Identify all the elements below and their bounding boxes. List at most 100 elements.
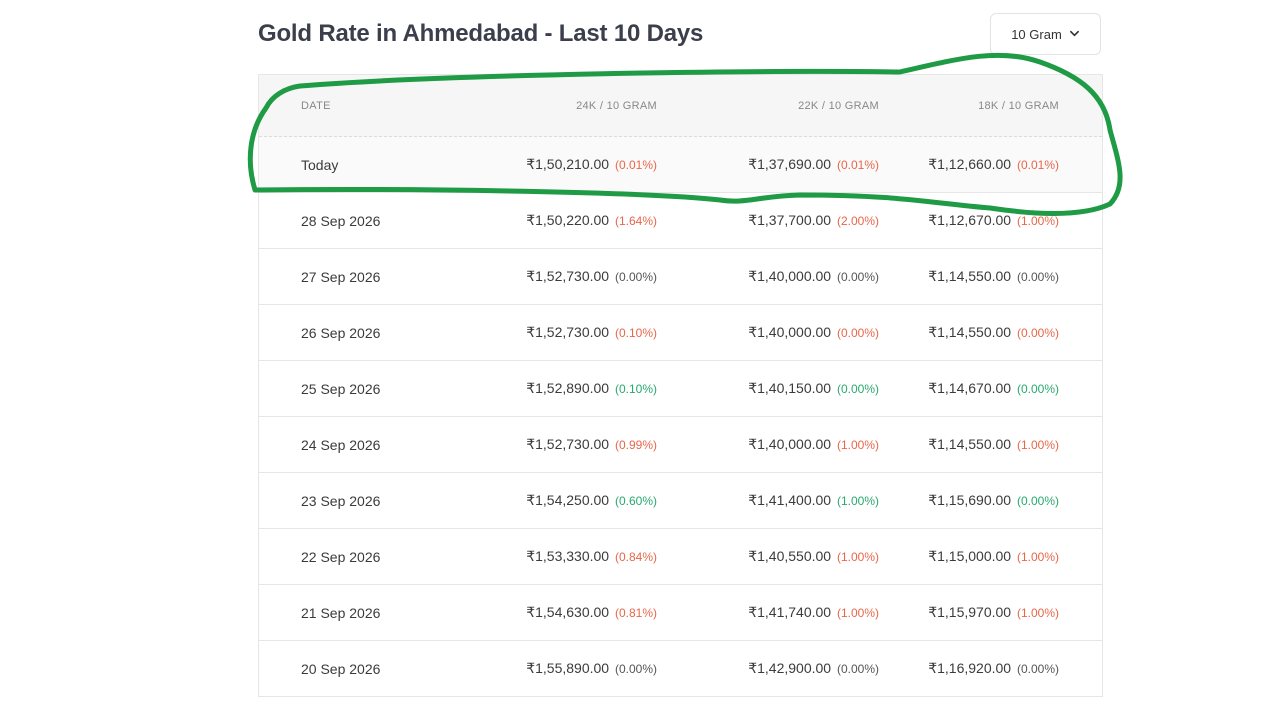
price-cell-24k: ₹1,50,220.00 (1.64%) [481, 212, 657, 229]
date-cell: 22 Sep 2026 [301, 548, 381, 565]
price-change: (0.99%) [614, 438, 657, 452]
price-change: (1.00%) [836, 438, 879, 452]
date-cell: Today [301, 156, 339, 173]
price-change: (0.81%) [614, 606, 657, 620]
price-change: (0.00%) [1016, 270, 1059, 284]
unit-dropdown-value: 10 Gram [1011, 26, 1062, 42]
price-value: ₹1,12,660.00 [928, 156, 1012, 172]
price-cell-18k: ₹1,14,550.00 (0.00%) [879, 324, 1059, 341]
page-title: Gold Rate in Ahmedabad - Last 10 Days [258, 20, 704, 47]
table-row: 21 Sep 2026 ₹1,54,630.00 (0.81%) ₹1,41,740… [259, 585, 1102, 641]
price-value: ₹1,15,970.00 [928, 604, 1012, 620]
price-change: (0.10%) [614, 326, 657, 340]
price-change: (2.00%) [836, 214, 879, 228]
price-cell-22k: ₹1,41,740.00 (1.00%) [657, 604, 879, 621]
price-value: ₹1,15,690.00 [928, 492, 1012, 508]
price-change: (0.84%) [614, 550, 657, 564]
price-cell-18k: ₹1,16,920.00 (0.00%) [879, 660, 1059, 677]
price-value: ₹1,12,670.00 [928, 212, 1012, 228]
price-cell-18k: ₹1,14,670.00 (0.00%) [879, 380, 1059, 397]
price-cell-22k: ₹1,40,000.00 (0.00%) [657, 324, 879, 341]
table-row: 25 Sep 2026 ₹1,52,890.00 (0.10%) ₹1,40,150… [259, 361, 1102, 417]
price-cell-24k: ₹1,55,890.00 (0.00%) [481, 660, 657, 677]
header-24k: 24K / 10 GRAM [576, 99, 657, 112]
price-cell-22k: ₹1,41,400.00 (1.00%) [657, 492, 879, 509]
price-change: (1.00%) [1016, 214, 1059, 228]
gold-rate-table: DATE 24K / 10 GRAM 22K / 10 GRAM 18K / 1… [258, 74, 1103, 697]
price-value: ₹1,52,730.00 [526, 268, 610, 284]
price-cell-24k: ₹1,53,330.00 (0.84%) [481, 548, 657, 565]
price-cell-24k: ₹1,54,250.00 (0.60%) [481, 492, 657, 509]
price-value: ₹1,14,670.00 [928, 380, 1012, 396]
price-cell-22k: ₹1,37,690.00 (0.01%) [657, 156, 879, 173]
price-cell-22k: ₹1,40,000.00 (1.00%) [657, 436, 879, 453]
price-cell-18k: ₹1,15,690.00 (0.00%) [879, 492, 1059, 509]
price-change: (0.00%) [1016, 382, 1059, 396]
price-value: ₹1,41,740.00 [748, 604, 832, 620]
price-cell-22k: ₹1,40,150.00 (0.00%) [657, 380, 879, 397]
price-value: ₹1,40,550.00 [748, 548, 832, 564]
price-change: (0.00%) [614, 662, 657, 676]
price-change: (0.60%) [614, 494, 657, 508]
price-change: (0.00%) [836, 270, 879, 284]
price-value: ₹1,16,920.00 [928, 660, 1012, 676]
date-cell: 28 Sep 2026 [301, 212, 381, 229]
price-change: (0.00%) [614, 270, 657, 284]
price-cell-18k: ₹1,15,000.00 (1.00%) [879, 548, 1059, 565]
date-cell: 21 Sep 2026 [301, 604, 381, 621]
date-cell: 25 Sep 2026 [301, 380, 381, 397]
price-change: (0.00%) [836, 662, 879, 676]
price-change: (1.00%) [1016, 438, 1059, 452]
table-row: Today ₹1,50,210.00 (0.01%) ₹1,37,690.00 (0… [259, 137, 1102, 193]
price-cell-18k: ₹1,14,550.00 (1.00%) [879, 436, 1059, 453]
price-cell-18k: ₹1,12,670.00 (1.00%) [879, 212, 1059, 229]
price-cell-24k: ₹1,52,730.00 (0.99%) [481, 436, 657, 453]
header-22k: 22K / 10 GRAM [798, 99, 879, 112]
price-value: ₹1,15,000.00 [928, 548, 1012, 564]
unit-dropdown[interactable]: 10 Gram [990, 13, 1101, 55]
price-cell-22k: ₹1,40,000.00 (0.00%) [657, 268, 879, 285]
price-value: ₹1,54,250.00 [526, 492, 610, 508]
date-cell: 23 Sep 2026 [301, 492, 381, 509]
price-value: ₹1,37,700.00 [748, 212, 832, 228]
price-change: (0.00%) [836, 382, 879, 396]
table-row: 28 Sep 2026 ₹1,50,220.00 (1.64%) ₹1,37,700… [259, 193, 1102, 249]
price-cell-24k: ₹1,52,730.00 (0.10%) [481, 324, 657, 341]
price-change: (0.01%) [1016, 158, 1059, 172]
table-row: 20 Sep 2026 ₹1,55,890.00 (0.00%) ₹1,42,900… [259, 641, 1102, 697]
price-value: ₹1,40,000.00 [748, 268, 832, 284]
price-change: (1.00%) [1016, 606, 1059, 620]
price-change: (0.10%) [614, 382, 657, 396]
table-body: Today ₹1,50,210.00 (0.01%) ₹1,37,690.00 (0… [259, 137, 1102, 697]
date-cell: 27 Sep 2026 [301, 268, 381, 285]
price-value: ₹1,41,400.00 [748, 492, 832, 508]
date-cell: 24 Sep 2026 [301, 436, 381, 453]
price-cell-24k: ₹1,52,730.00 (0.00%) [481, 268, 657, 285]
price-value: ₹1,14,550.00 [928, 324, 1012, 340]
price-value: ₹1,50,210.00 [526, 156, 610, 172]
date-cell: 26 Sep 2026 [301, 324, 381, 341]
price-value: ₹1,54,630.00 [526, 604, 610, 620]
header-18k: 18K / 10 GRAM [978, 99, 1059, 112]
price-cell-22k: ₹1,42,900.00 (0.00%) [657, 660, 879, 677]
price-cell-24k: ₹1,50,210.00 (0.01%) [481, 156, 657, 173]
price-value: ₹1,40,000.00 [748, 324, 832, 340]
price-change: (0.00%) [836, 326, 879, 340]
date-cell: 20 Sep 2026 [301, 660, 381, 677]
price-cell-18k: ₹1,15,970.00 (1.00%) [879, 604, 1059, 621]
price-change: (1.00%) [836, 550, 879, 564]
table-row: 23 Sep 2026 ₹1,54,250.00 (0.60%) ₹1,41,400… [259, 473, 1102, 529]
price-value: ₹1,52,730.00 [526, 436, 610, 452]
price-value: ₹1,37,690.00 [748, 156, 832, 172]
table-row: 26 Sep 2026 ₹1,52,730.00 (0.10%) ₹1,40,000… [259, 305, 1102, 361]
table-row: 27 Sep 2026 ₹1,52,730.00 (0.00%) ₹1,40,000… [259, 249, 1102, 305]
price-change: (1.00%) [836, 606, 879, 620]
price-value: ₹1,55,890.00 [526, 660, 610, 676]
price-change: (0.01%) [836, 158, 879, 172]
chevron-down-icon [1069, 27, 1080, 42]
price-cell-24k: ₹1,52,890.00 (0.10%) [481, 380, 657, 397]
price-value: ₹1,52,890.00 [526, 380, 610, 396]
price-change: (0.00%) [1016, 326, 1059, 340]
price-value: ₹1,14,550.00 [928, 268, 1012, 284]
price-value: ₹1,50,220.00 [526, 212, 610, 228]
